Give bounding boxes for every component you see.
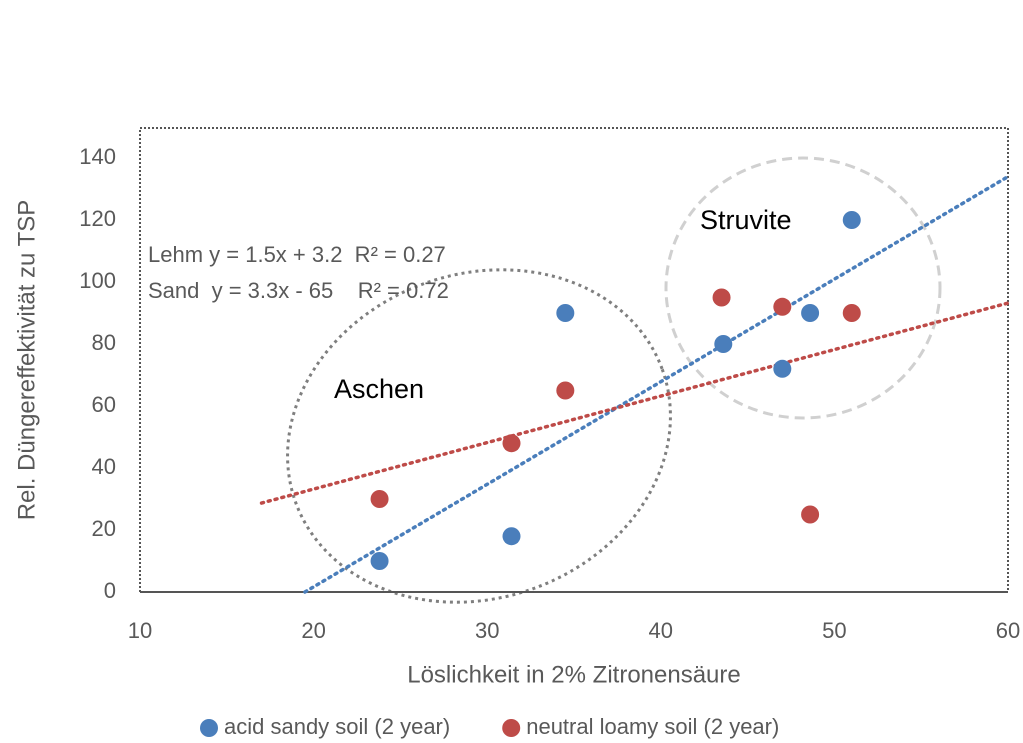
x-tick-label: 10 <box>128 618 152 643</box>
equation-lehm: Lehm y = 1.5x + 3.2 R² = 0.27 <box>148 242 446 267</box>
y-axis-label: Rel. Düngereffektivität zu TSP <box>13 200 40 521</box>
point <box>502 434 521 453</box>
point <box>712 288 731 307</box>
aschen-label: Aschen <box>334 374 424 404</box>
trendline <box>259 301 1010 505</box>
point <box>502 527 521 546</box>
point <box>556 304 575 322</box>
point <box>801 304 820 322</box>
point <box>801 505 820 524</box>
trendline <box>303 174 1010 594</box>
legend-label: acid sandy soil (2 year) <box>224 714 450 739</box>
y-tick-label: 60 <box>92 392 116 417</box>
point <box>370 490 389 508</box>
y-tick-label: 40 <box>92 454 116 479</box>
plot-border <box>139 127 1009 593</box>
point <box>842 304 861 322</box>
y-tick-label: 140 <box>79 144 116 169</box>
point <box>556 381 575 400</box>
equation-sand: Sand y = 3.3x - 65 R² = 0.72 <box>148 278 449 303</box>
y-tick-label: 120 <box>79 206 116 231</box>
struvite-label: Struvite <box>700 205 792 235</box>
legend-marker <box>200 719 218 737</box>
x-tick-label: 30 <box>475 618 499 643</box>
legend-label: neutral loamy soil (2 year) <box>526 714 779 739</box>
aschen-ellipse <box>286 268 672 604</box>
legend-marker <box>502 719 521 737</box>
struvite-ellipse <box>664 156 942 420</box>
x-tick-label: 50 <box>822 618 846 643</box>
y-tick-label: 0 <box>104 578 116 603</box>
y-tick-label: 80 <box>92 330 116 355</box>
y-tick-label: 20 <box>92 516 116 541</box>
y-tick-label: 100 <box>79 268 116 293</box>
point <box>773 297 792 316</box>
x-tick-label: 20 <box>301 618 325 643</box>
point <box>842 211 861 229</box>
x-axis-label: Löslichkeit in 2% Zitronensäure <box>407 661 741 688</box>
point <box>773 359 792 378</box>
x-tick-label: 60 <box>996 618 1020 643</box>
point <box>714 335 733 353</box>
x-tick-label: 40 <box>649 618 673 643</box>
point <box>370 552 389 570</box>
